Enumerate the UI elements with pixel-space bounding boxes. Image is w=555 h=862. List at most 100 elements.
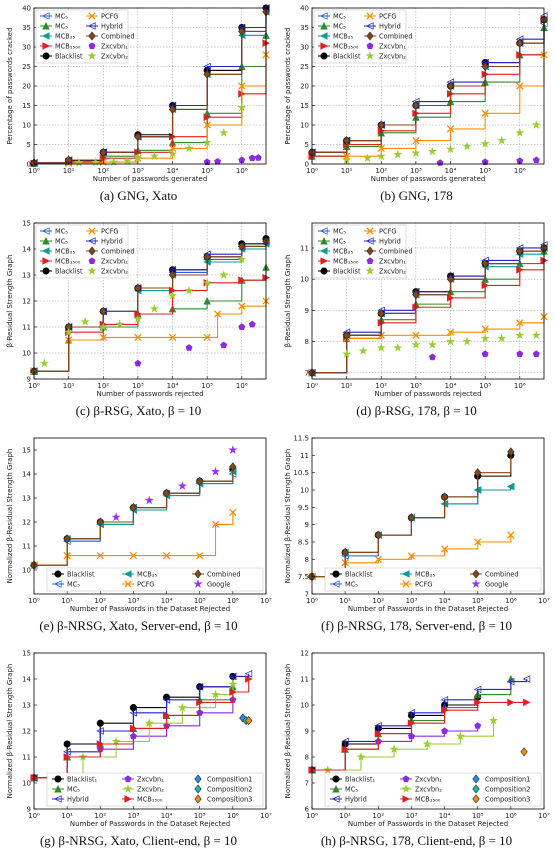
y-tick-label: 30 xyxy=(300,44,309,52)
data-point xyxy=(507,531,515,539)
legend-marker xyxy=(42,52,50,60)
data-point xyxy=(407,513,416,523)
x-tick-label: 10² xyxy=(94,812,106,820)
series-9 xyxy=(520,747,528,757)
data-point xyxy=(473,685,482,694)
legend-marker xyxy=(402,795,410,803)
series-10 xyxy=(39,254,247,368)
data-point xyxy=(446,328,455,336)
y-tick-label: 10 xyxy=(300,702,309,710)
data-point xyxy=(144,718,154,728)
data-point xyxy=(516,38,524,48)
x-tick-label: 10³ xyxy=(406,812,418,820)
legend-label: Hybrid xyxy=(67,795,89,803)
data-point xyxy=(238,241,246,251)
data-point xyxy=(63,534,71,544)
x-tick-label: 10⁷ xyxy=(260,812,272,820)
x-tick-label: 10⁵ xyxy=(479,167,491,175)
y-tick-label: 13 xyxy=(22,272,31,280)
legend-label: PCFG xyxy=(379,227,396,235)
data-point xyxy=(481,258,489,269)
legend-marker xyxy=(88,257,96,264)
legend-marker xyxy=(88,42,96,49)
data-point xyxy=(184,143,194,153)
data-point xyxy=(39,358,49,368)
legend-marker xyxy=(402,580,410,588)
legend-marker xyxy=(402,775,410,782)
legend-marker xyxy=(472,784,480,794)
data-point xyxy=(481,61,489,72)
legend-label: MC₅ xyxy=(333,237,346,245)
legend-marker xyxy=(88,12,96,20)
legend-marker xyxy=(332,580,340,588)
y-tick-label: 40 xyxy=(22,5,31,13)
x-tick-label: 10⁵ xyxy=(194,597,206,605)
chart-svg: 10⁰ 10¹ 10² 10³ 10⁴ 10⁵ 10⁶ 9 10 11 12 13 14 15 Number… xyxy=(6,220,270,398)
data-point xyxy=(248,154,256,162)
data-point xyxy=(96,719,104,727)
data-point xyxy=(374,530,382,540)
data-point xyxy=(228,679,238,689)
chart-caption: (c) β-RSG, Xato, β = 10 xyxy=(75,403,202,418)
legend-label: Zxcvbn₁ xyxy=(379,42,406,50)
y-axis-label: β-Residual Strength Graph xyxy=(6,255,14,348)
legend-label: Composition2 xyxy=(207,785,252,793)
data-point xyxy=(96,740,105,748)
y-tick-label: 8.5 xyxy=(298,539,309,547)
legend-marker xyxy=(87,51,97,60)
data-point xyxy=(202,137,212,147)
legend-label: Blacklist xyxy=(345,570,373,578)
data-point xyxy=(63,740,71,748)
legend-label: MCB₂₅ xyxy=(333,32,353,40)
legend-marker xyxy=(87,266,97,275)
data-point xyxy=(80,317,90,326)
x-tick-label: 10⁵ xyxy=(194,812,206,820)
x-tick-label: 10⁶ xyxy=(514,382,526,390)
y-tick-label: 14 xyxy=(22,676,31,684)
chart-svg: 10⁰ 10¹ 10² 10³ 10⁴ 10⁵ 10⁶ 0 5 10 15 20 25 30 35 40 Num… xyxy=(284,5,548,183)
legend-label: MCB₁₅₀₀ xyxy=(333,257,359,265)
x-tick-label: 10¹ xyxy=(61,597,73,605)
legend-marker xyxy=(332,775,340,783)
x-tick-label: 10⁶ xyxy=(236,382,248,390)
legend-marker xyxy=(365,266,375,275)
y-tick-label: 12 xyxy=(22,298,31,306)
legend-label: Blacklist₁ xyxy=(67,775,98,783)
data-point xyxy=(203,297,211,305)
data-point xyxy=(203,69,211,79)
data-point xyxy=(167,291,178,300)
data-point xyxy=(422,739,432,748)
data-point xyxy=(202,278,212,287)
legend: Blacklist MC₅ MCB₂₅ PCFG Combined Google xyxy=(46,567,264,592)
legend: Blacklist₁ MC₅ Hybrid Zxcvbn₁ Zxcvbn₂ MCB₁₅₀₀… xyxy=(324,772,542,807)
legend-marker xyxy=(42,22,50,30)
data-point xyxy=(341,547,349,557)
data-point xyxy=(407,719,416,727)
data-point xyxy=(532,350,540,357)
series-9 xyxy=(428,350,540,361)
y-tick-label: 35 xyxy=(22,24,31,32)
series-6 xyxy=(111,445,238,522)
data-point xyxy=(515,128,525,137)
data-point xyxy=(446,274,455,284)
legend-marker xyxy=(320,247,328,255)
chart-panel-2: 10⁰ 10¹ 10² 10³ 10⁴ 10⁵ 10⁶ 0 5 10 15 20 25 30 35 40 Num… xyxy=(278,0,555,215)
legend-marker xyxy=(124,795,132,803)
data-point xyxy=(129,503,138,513)
legend-label: MC₅ xyxy=(67,785,80,793)
y-tick-label: 11 xyxy=(22,543,31,551)
data-point xyxy=(356,752,366,761)
y-axis-label: Normalized β-Residual Strength Graph xyxy=(6,449,14,584)
legend-marker xyxy=(472,794,480,804)
data-point xyxy=(531,330,541,340)
data-point xyxy=(446,81,455,91)
legend-marker xyxy=(54,570,62,578)
legend-label: Google xyxy=(485,580,508,588)
axes-frame xyxy=(311,437,545,595)
data-point xyxy=(374,729,383,738)
x-tick-label: 10¹ xyxy=(341,382,353,390)
data-point xyxy=(531,120,541,129)
data-point xyxy=(129,704,137,712)
x-tick-label: 10² xyxy=(97,167,109,175)
y-tick-label: 9.5 xyxy=(298,504,309,512)
